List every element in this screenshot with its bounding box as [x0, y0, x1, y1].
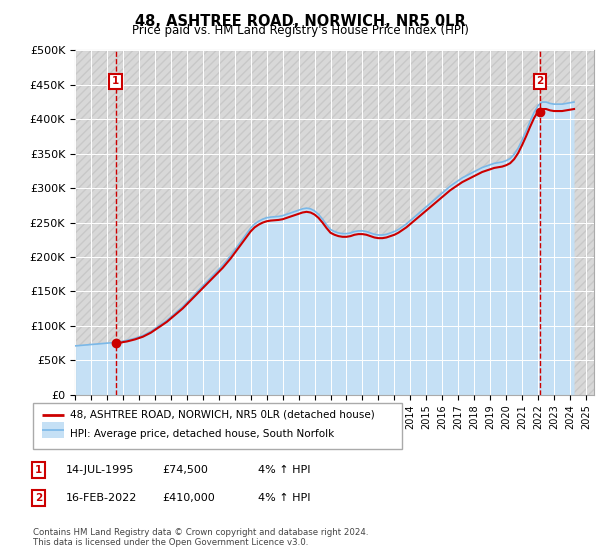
Text: Price paid vs. HM Land Registry's House Price Index (HPI): Price paid vs. HM Land Registry's House …: [131, 24, 469, 37]
Bar: [75, 50, 594, 395]
Text: Contains HM Land Registry data © Crown copyright and database right 2024.
This d: Contains HM Land Registry data © Crown c…: [33, 528, 368, 547]
Text: 4% ↑ HPI: 4% ↑ HPI: [258, 465, 311, 475]
Text: 2: 2: [536, 76, 544, 86]
Text: £410,000: £410,000: [162, 493, 215, 503]
Text: 1: 1: [112, 76, 119, 86]
Text: 48, ASHTREE ROAD, NORWICH, NR5 0LR: 48, ASHTREE ROAD, NORWICH, NR5 0LR: [134, 14, 466, 29]
Text: 16-FEB-2022: 16-FEB-2022: [66, 493, 137, 503]
FancyBboxPatch shape: [33, 403, 402, 449]
Text: HPI: Average price, detached house, South Norfolk: HPI: Average price, detached house, Sout…: [70, 429, 334, 439]
Text: 14-JUL-1995: 14-JUL-1995: [66, 465, 134, 475]
Text: 4% ↑ HPI: 4% ↑ HPI: [258, 493, 311, 503]
Text: 1: 1: [35, 465, 42, 475]
Text: 48, ASHTREE ROAD, NORWICH, NR5 0LR (detached house): 48, ASHTREE ROAD, NORWICH, NR5 0LR (deta…: [70, 410, 374, 419]
Text: £74,500: £74,500: [162, 465, 208, 475]
Bar: [42, 422, 64, 438]
Text: 2: 2: [35, 493, 42, 503]
